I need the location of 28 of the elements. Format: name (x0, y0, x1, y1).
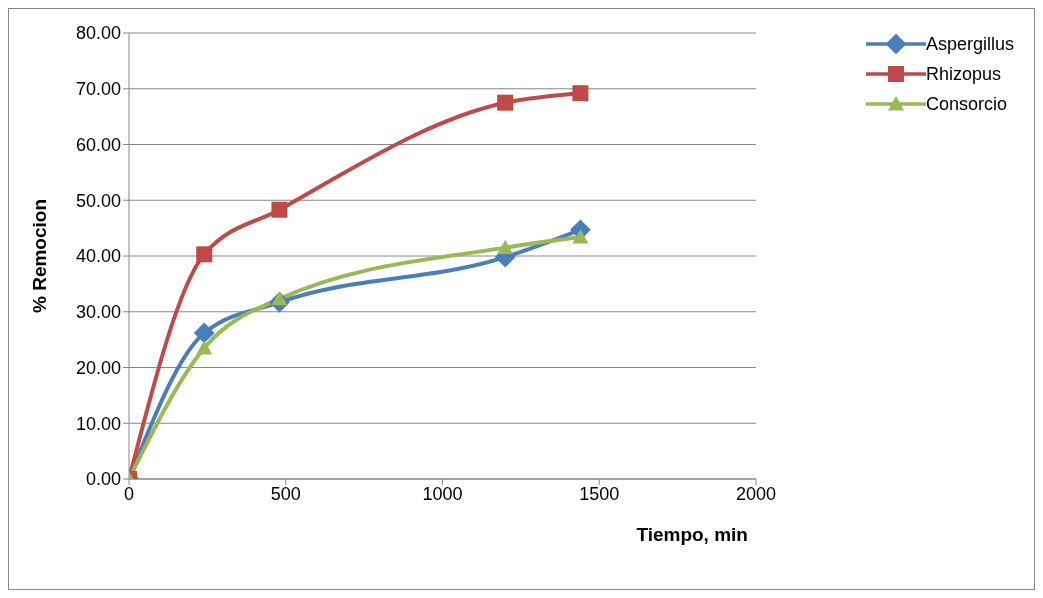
y-tick-label: 50.00 (75, 190, 121, 211)
point (193, 322, 215, 344)
y-tick-label: 80.00 (75, 23, 121, 44)
y-axis-title: % Remocion (28, 198, 50, 314)
x-tick-label: 0 (123, 483, 135, 504)
y-tick-label: 20.00 (75, 357, 121, 378)
x-tick-label: 1500 (579, 483, 620, 504)
y-tick-label: 60.00 (75, 134, 121, 155)
y-tick-label: 70.00 (75, 79, 121, 100)
legend-label: Aspergillus (925, 33, 1014, 55)
point (572, 229, 589, 244)
x-tick-label: 500 (270, 483, 301, 504)
y-tick-label: 30.00 (75, 302, 121, 323)
point (196, 246, 213, 263)
x-tick-label: 1000 (422, 483, 463, 504)
y-tick-label: 40.00 (75, 246, 121, 267)
y-tick-label: 0.00 (85, 469, 121, 490)
point (196, 339, 213, 355)
y-tick-label: 10.00 (75, 413, 121, 434)
legend-label: Consorcio (925, 93, 1007, 115)
x-axis-title: Tiempo, min (636, 524, 748, 545)
point (497, 94, 514, 111)
point (497, 239, 514, 255)
x-tick-label: 2000 (735, 483, 776, 504)
point (572, 85, 589, 102)
point (271, 201, 288, 218)
point (271, 290, 288, 306)
legend-label: Rhizopus (925, 63, 1001, 85)
